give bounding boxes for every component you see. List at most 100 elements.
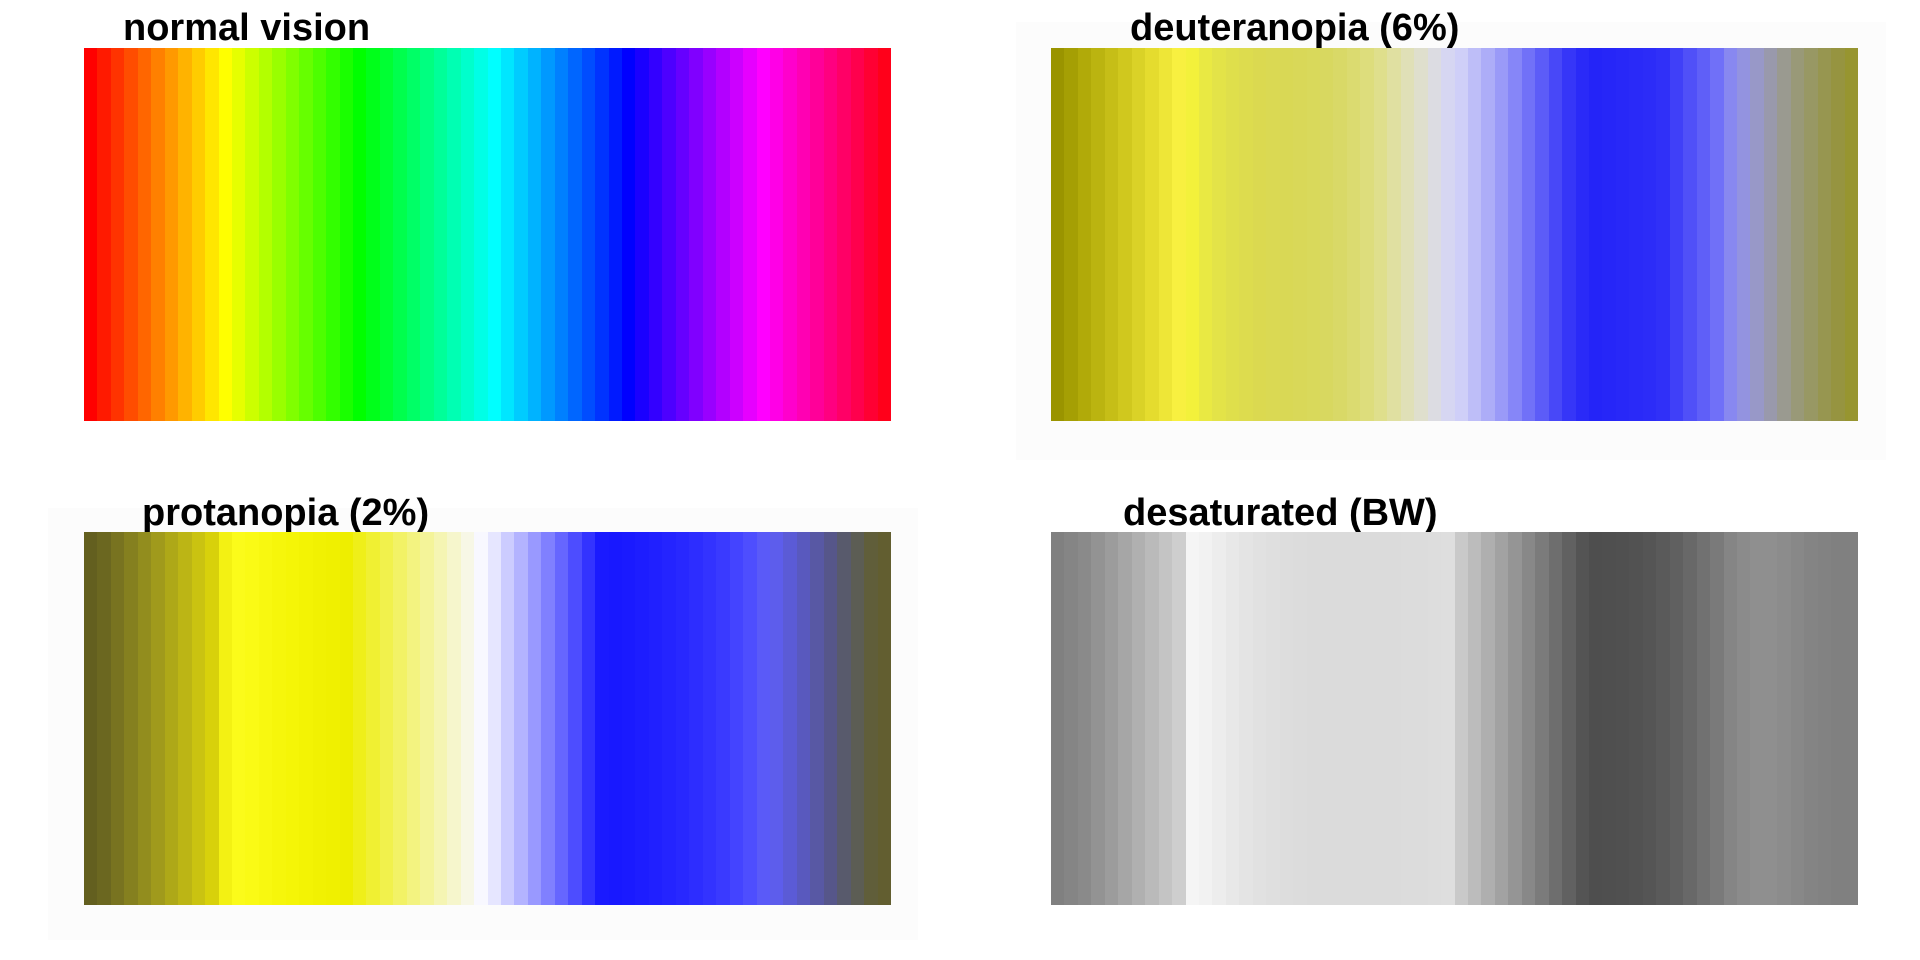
color-band xyxy=(340,48,354,421)
color-band xyxy=(407,532,421,905)
color-band xyxy=(461,532,475,905)
color-band xyxy=(1697,48,1711,421)
color-band xyxy=(366,532,381,905)
color-band xyxy=(1091,532,1106,905)
color-band xyxy=(1683,48,1698,421)
color-band xyxy=(635,48,650,421)
panel-title: desaturated (BW) xyxy=(1123,492,1438,534)
color-band xyxy=(1347,532,1361,905)
color-strip xyxy=(84,532,891,905)
color-band xyxy=(407,48,421,421)
color-band xyxy=(541,532,556,905)
color-band xyxy=(649,48,663,421)
color-band xyxy=(1078,48,1092,421)
color-band xyxy=(1589,532,1603,905)
color-band xyxy=(528,48,542,421)
color-band xyxy=(730,48,744,421)
color-band xyxy=(1562,532,1577,905)
color-band xyxy=(340,532,354,905)
color-band xyxy=(1387,532,1402,905)
color-band xyxy=(1737,48,1751,421)
color-band xyxy=(1212,532,1227,905)
color-band xyxy=(1656,48,1671,421)
color-band xyxy=(420,48,435,421)
color-band xyxy=(111,48,125,421)
color-band xyxy=(689,48,704,421)
color-band xyxy=(1051,532,1065,905)
color-band xyxy=(1670,532,1684,905)
color-band xyxy=(609,532,623,905)
color-band xyxy=(662,532,677,905)
color-band xyxy=(1710,532,1725,905)
color-band xyxy=(1212,48,1227,421)
color-band xyxy=(757,532,771,905)
color-band xyxy=(1764,532,1778,905)
color-band xyxy=(810,48,825,421)
color-band xyxy=(232,532,246,905)
color-band xyxy=(797,48,811,421)
color-band xyxy=(434,532,448,905)
color-band xyxy=(1280,532,1294,905)
color-band xyxy=(1239,48,1254,421)
color-band xyxy=(1132,532,1146,905)
color-band xyxy=(151,48,166,421)
color-band xyxy=(676,532,690,905)
color-band xyxy=(1333,48,1348,421)
color-band xyxy=(1845,532,1858,905)
color-band xyxy=(582,532,596,905)
color-band xyxy=(447,532,462,905)
color-band xyxy=(434,48,448,421)
color-band xyxy=(1051,48,1065,421)
color-band xyxy=(205,48,220,421)
color-band xyxy=(165,532,179,905)
color-band xyxy=(1562,48,1577,421)
color-band xyxy=(1199,48,1213,421)
color-band xyxy=(716,48,731,421)
color-band xyxy=(1105,48,1119,421)
color-band xyxy=(770,532,784,905)
color-band xyxy=(1280,48,1294,421)
color-band xyxy=(528,532,542,905)
color-band xyxy=(1333,532,1348,905)
color-band xyxy=(1535,48,1550,421)
color-band xyxy=(1253,532,1267,905)
color-band xyxy=(1414,532,1429,905)
color-band xyxy=(1172,532,1187,905)
color-band xyxy=(1374,532,1388,905)
color-band xyxy=(192,532,206,905)
color-band xyxy=(878,532,891,905)
color-band xyxy=(743,48,758,421)
color-strip xyxy=(84,48,891,421)
color-band xyxy=(447,48,462,421)
color-band xyxy=(514,48,529,421)
color-band xyxy=(1293,48,1308,421)
color-band xyxy=(1414,48,1429,421)
color-band xyxy=(797,532,811,905)
color-band xyxy=(353,532,367,905)
color-band xyxy=(1428,532,1442,905)
color-band xyxy=(595,532,610,905)
color-band xyxy=(1724,532,1738,905)
color-band xyxy=(1455,48,1469,421)
color-band xyxy=(730,532,744,905)
color-band xyxy=(1535,532,1550,905)
color-band xyxy=(1831,48,1846,421)
color-band xyxy=(97,48,112,421)
color-band xyxy=(501,48,515,421)
color-band xyxy=(770,48,784,421)
color-band xyxy=(393,48,408,421)
color-band xyxy=(1387,48,1402,421)
color-band xyxy=(1697,532,1711,905)
color-band xyxy=(810,532,825,905)
color-band xyxy=(1508,532,1523,905)
color-band xyxy=(1293,532,1308,905)
color-band xyxy=(1401,532,1415,905)
color-band xyxy=(1159,48,1173,421)
color-band xyxy=(1818,532,1832,905)
color-band xyxy=(1266,48,1281,421)
color-band xyxy=(1831,532,1846,905)
color-band xyxy=(1118,532,1133,905)
color-band xyxy=(1455,532,1469,905)
color-band xyxy=(461,48,475,421)
panel-title: normal vision xyxy=(123,7,371,49)
